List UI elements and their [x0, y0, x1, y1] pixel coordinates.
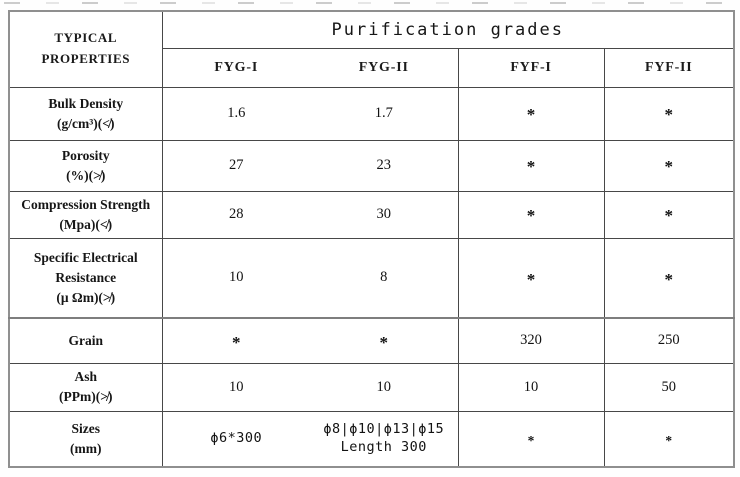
value-cell: 1.7	[310, 86, 459, 141]
value-cell: 10	[161, 362, 310, 412]
column-header-fyg1: FYG-I	[161, 47, 310, 88]
corner-header-line2: PROPERTIES	[41, 51, 131, 67]
property-unit: (%)(≯)	[66, 167, 106, 183]
value-cell: 8	[310, 237, 459, 319]
grades-header-row: TYPICAL PROPERTIES Purification grades	[8, 10, 735, 88]
property-unit: (g/cm³)(≮)	[57, 115, 115, 131]
property-name: Porosity	[61, 147, 110, 163]
value-cell: 320	[457, 317, 605, 364]
value-cell: *	[161, 317, 310, 364]
scan-noise-artifact	[4, 2, 736, 4]
value-cell: 1.6	[161, 86, 310, 141]
value-cell: 27	[161, 139, 310, 192]
value-cell: *	[603, 86, 735, 141]
value-cell: ϕ6*300	[161, 410, 310, 468]
property-cell: Porosity (%)(≯)	[8, 139, 163, 192]
value-cell: 50	[603, 362, 735, 412]
column-header-fyg2: FYG-II	[310, 47, 459, 88]
table-row-bulk-density: Bulk Density (g/cm³)(≮) 1.6 1.7 * *	[8, 86, 735, 141]
property-name: Ash	[74, 369, 97, 385]
value-cell: *	[457, 139, 605, 192]
corner-header-cell: TYPICAL PROPERTIES	[8, 10, 163, 88]
value-cell: *	[603, 410, 735, 468]
value-cell: 250	[603, 317, 735, 364]
property-unit: (μ Ωm)(≯)	[56, 289, 116, 305]
table-row-ash: Ash (PPm)(≯) 10 10 10 50	[8, 362, 735, 412]
property-name: Bulk Density	[48, 95, 124, 111]
value-cell: 10	[161, 237, 310, 319]
column-header-fyf1: FYF-I	[457, 47, 605, 88]
property-name: Compression Strength	[21, 196, 151, 212]
value-cell: *	[603, 139, 735, 192]
column-header-row: FYG-I FYG-II FYF-I FYF-II	[9, 47, 735, 88]
value-cell: 30	[310, 190, 459, 239]
value-cell: 10	[457, 362, 605, 412]
table-row-compression-strength: Compression Strength (Mpa)(≮) 28 30 * *	[8, 190, 735, 239]
property-cell: Bulk Density (g/cm³)(≮)	[8, 86, 163, 141]
property-unit: (PPm)(≯)	[59, 389, 113, 404]
property-cell: Grain	[8, 317, 163, 364]
table-row-sizes: Sizes (mm) ϕ6*300 ϕ8|ϕ10|ϕ13|ϕ15 Length …	[8, 410, 735, 468]
property-unit: (mm)	[70, 440, 102, 456]
property-name: Grain	[68, 332, 103, 348]
property-unit: (Mpa)(≮)	[59, 216, 113, 232]
property-name: Specific Electrical Resistance	[33, 250, 138, 285]
value-cell: ϕ8|ϕ10|ϕ13|ϕ15 Length 300	[310, 410, 459, 468]
value-cell: *	[310, 317, 459, 364]
property-cell: Ash (PPm)(≯)	[8, 362, 163, 412]
table-row-grain: Grain * * 320 250	[8, 317, 735, 364]
column-header-fyf2: FYF-II	[603, 47, 735, 88]
value-cell: 28	[161, 190, 310, 239]
property-cell: Specific Electrical Resistance (μ Ωm)(≯)	[8, 237, 163, 319]
table-row-porosity: Porosity (%)(≯) 27 23 * *	[8, 139, 735, 192]
value-cell: 23	[310, 139, 459, 192]
property-name: Sizes	[71, 421, 101, 437]
value-cell: *	[603, 237, 735, 319]
table-row-specific-electrical-resistance: Specific Electrical Resistance (μ Ωm)(≯)…	[8, 237, 735, 319]
value-cell: *	[457, 86, 605, 141]
value-cell: *	[457, 410, 605, 468]
value-cell: 10	[310, 362, 459, 412]
value-cell: *	[603, 190, 735, 239]
grades-title-cell: Purification grades	[161, 10, 735, 49]
value-cell: *	[457, 237, 605, 319]
property-cell: Sizes (mm)	[8, 410, 163, 468]
value-cell: *	[457, 190, 605, 239]
corner-header-line1: TYPICAL	[54, 30, 118, 46]
property-cell: Compression Strength (Mpa)(≮)	[8, 190, 163, 239]
purification-grades-table: TYPICAL PROPERTIES Purification grades F…	[8, 10, 736, 468]
